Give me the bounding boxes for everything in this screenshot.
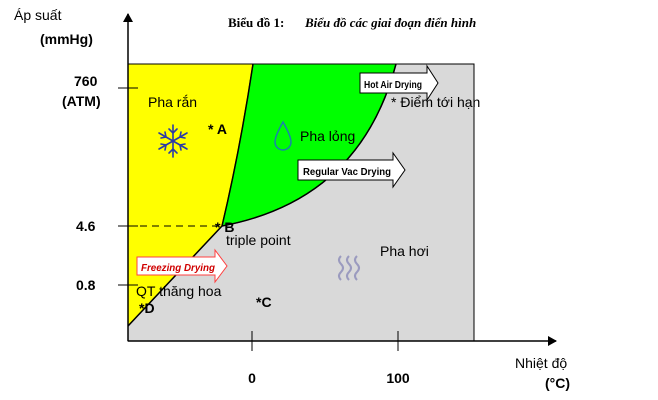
regular-vac-drying-arrow: Regular Vac Drying: [297, 151, 406, 189]
sublimation-curve: [127, 225, 223, 327]
freezing-drying-label: Freezing Drying: [141, 263, 215, 274]
x-tick-label-0: 0: [248, 370, 256, 386]
x-axis-unit: (°C): [545, 375, 570, 391]
steam-icon: [338, 255, 360, 281]
x-tick-label-100: 100: [386, 370, 410, 386]
y-tick-sublabel-atm: (ATM): [62, 93, 101, 109]
point-c-label: *C: [256, 294, 272, 310]
y-axis-unit: (mmHg): [40, 31, 93, 47]
chart-title-prefix: Biểu đồ 1:: [228, 15, 284, 30]
snowflake-icon: [158, 124, 188, 158]
y-tick-label-0-8: 0.8: [76, 277, 96, 293]
critical-point-label: * Điểm tới hạn: [391, 94, 480, 110]
triple-point-label: triple point: [226, 232, 291, 248]
y-tick-label-760: 760: [74, 73, 98, 89]
point-b-label: * B: [215, 219, 234, 235]
point-d-label: *D: [139, 300, 155, 316]
sublimation-label: QT thăng hoa: [136, 283, 222, 299]
solid-region-label: Pha rắn: [148, 94, 197, 110]
water-drop-icon: [274, 120, 292, 151]
regular-vac-drying-label: Regular Vac Drying: [303, 167, 391, 178]
freezing-drying-arrow: Freezing Drying: [136, 248, 228, 284]
y-axis-label: Áp suất: [14, 7, 62, 23]
y-tick-label-4-6: 4.6: [76, 218, 96, 234]
liquid-region-label: Pha lỏng: [300, 128, 355, 144]
melting-curve: [221, 63, 254, 227]
vapor-region-label: Pha hơi: [380, 243, 429, 259]
chart-title: Biểu đồ các giai đoạn điển hình: [304, 15, 476, 30]
point-a-label: * A: [208, 121, 227, 137]
x-axis-label: Nhiệt độ: [515, 355, 567, 371]
hot-air-drying-label: Hot Air Drying: [364, 80, 422, 91]
hot-air-drying-arrow: Hot Air Drying: [359, 64, 439, 102]
